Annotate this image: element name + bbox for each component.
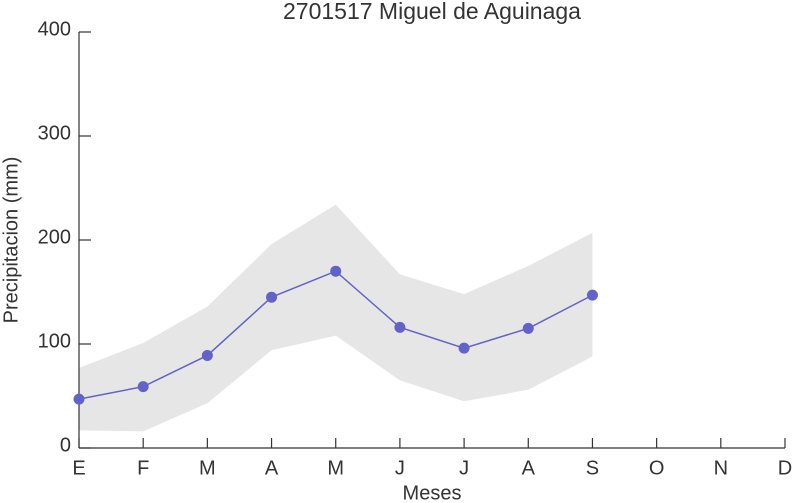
x-tick-label: N bbox=[714, 457, 728, 479]
x-tick-label: O bbox=[649, 457, 665, 479]
data-point bbox=[266, 291, 278, 303]
y-tick-label: 300 bbox=[38, 122, 71, 144]
y-tick-label: 0 bbox=[60, 434, 71, 456]
data-point bbox=[201, 349, 213, 361]
x-tick-label: M bbox=[199, 457, 216, 479]
x-tick-label: D bbox=[778, 457, 792, 479]
data-point bbox=[73, 393, 85, 405]
data-point bbox=[394, 321, 406, 333]
x-tick-label: J bbox=[395, 457, 405, 479]
data-point bbox=[586, 289, 598, 301]
x-axis-label: Meses bbox=[403, 482, 462, 503]
data-point bbox=[137, 381, 149, 393]
x-tick-label: A bbox=[265, 457, 279, 479]
x-tick-label: M bbox=[327, 457, 344, 479]
x-tick-label: E bbox=[72, 457, 85, 479]
data-point bbox=[522, 322, 534, 334]
x-tick-label: S bbox=[586, 457, 599, 479]
y-tick-label: 200 bbox=[38, 226, 71, 248]
chart-title: 2701517 Miguel de Aguinaga bbox=[283, 0, 581, 24]
y-tick-label: 400 bbox=[38, 18, 71, 40]
y-tick-label: 100 bbox=[38, 330, 71, 352]
y-axis-label: Precipitacion (mm) bbox=[0, 157, 22, 324]
x-tick-label: F bbox=[137, 457, 149, 479]
x-tick-label: A bbox=[522, 457, 536, 479]
x-tick-label: J bbox=[459, 457, 469, 479]
data-point bbox=[330, 265, 342, 277]
data-point bbox=[458, 342, 470, 354]
range-band bbox=[79, 204, 593, 432]
